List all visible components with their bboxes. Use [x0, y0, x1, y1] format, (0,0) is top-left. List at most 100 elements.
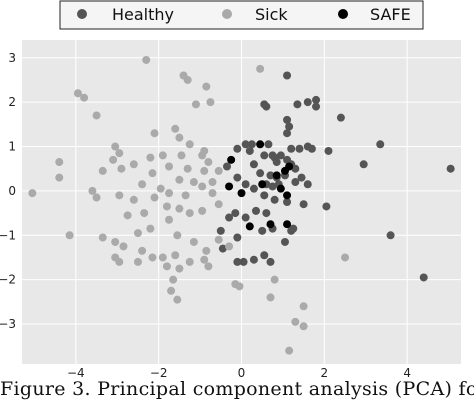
- point-sick: [173, 295, 182, 304]
- point-healthy: [283, 129, 292, 138]
- point-sick: [115, 191, 124, 200]
- point-sick: [146, 224, 155, 233]
- point-healthy: [264, 140, 273, 149]
- point-sick: [133, 257, 142, 266]
- point-sick: [162, 202, 171, 211]
- point-healthy: [260, 191, 269, 200]
- x-tick-label: 0: [238, 366, 246, 378]
- point-sick: [225, 242, 234, 251]
- point-healthy: [312, 102, 321, 111]
- point-healthy: [256, 169, 265, 178]
- point-sick: [119, 242, 128, 251]
- point-healthy: [285, 122, 294, 131]
- point-healthy: [299, 200, 308, 209]
- point-safe: [276, 184, 285, 193]
- legend-label-safe: SAFE: [370, 5, 411, 24]
- point-healthy: [249, 160, 258, 169]
- point-sick: [270, 275, 279, 284]
- point-sick: [156, 184, 165, 193]
- y-tick-label: −3: [0, 317, 16, 331]
- point-healthy: [233, 233, 242, 242]
- point-sick: [175, 204, 184, 213]
- point-safe: [245, 222, 254, 231]
- point-healthy: [336, 113, 345, 122]
- point-healthy: [233, 257, 242, 266]
- point-sick: [138, 180, 147, 189]
- x-tick-label: −4: [67, 366, 85, 378]
- point-healthy: [233, 173, 242, 182]
- point-healthy: [245, 146, 254, 155]
- point-healthy: [307, 144, 316, 153]
- point-healthy: [295, 144, 304, 153]
- point-sick: [162, 262, 171, 271]
- y-tick-label: 3: [8, 51, 16, 65]
- point-sick: [133, 229, 142, 238]
- point-healthy: [223, 162, 232, 171]
- legend-label-healthy: Healthy: [112, 5, 174, 24]
- point-sick: [202, 82, 211, 91]
- point-healthy: [241, 180, 250, 189]
- figure-caption: Figure 3. Principal component analysis (…: [0, 378, 474, 400]
- point-sick: [183, 164, 192, 173]
- y-tick-labels: −3 −2 −1 0 1 2 3: [0, 51, 16, 331]
- legend: Healthy Sick SAFE: [59, 0, 424, 30]
- point-sick: [181, 191, 190, 200]
- legend-box: [59, 0, 424, 30]
- point-sick: [185, 257, 194, 266]
- point-sick: [98, 166, 107, 175]
- point-sick: [185, 140, 194, 149]
- point-sick: [183, 75, 192, 84]
- point-healthy: [218, 244, 227, 253]
- point-sick: [200, 255, 209, 264]
- point-sick: [150, 129, 159, 138]
- y-tick-label: −2: [0, 273, 16, 287]
- point-sick: [214, 235, 223, 244]
- point-sick: [208, 189, 217, 198]
- point-healthy: [231, 209, 240, 218]
- point-sick: [138, 246, 147, 255]
- point-sick: [28, 189, 37, 198]
- y-tick-label: 1: [8, 140, 16, 154]
- legend-marker-safe: [338, 9, 348, 19]
- point-sick: [171, 124, 180, 133]
- point-healthy: [270, 195, 279, 204]
- point-sick: [92, 111, 101, 120]
- point-healthy: [266, 171, 275, 180]
- point-healthy: [303, 180, 312, 189]
- point-sick: [202, 246, 211, 255]
- point-healthy: [291, 164, 300, 173]
- point-sick: [55, 158, 64, 167]
- point-healthy: [283, 71, 292, 80]
- point-healthy: [247, 140, 256, 149]
- point-safe: [225, 182, 234, 191]
- point-sick: [115, 149, 124, 158]
- pca-scatter-chart: −4 −2 0 2 4 −3 −2 −1 0 1 2 3 Healthy Sick SAFE: [0, 0, 461, 378]
- point-sick: [109, 155, 118, 164]
- point-sick: [165, 215, 174, 224]
- point-safe: [266, 220, 275, 229]
- point-healthy: [260, 151, 269, 160]
- point-healthy: [216, 226, 225, 235]
- point-sick: [148, 169, 157, 178]
- point-sick: [140, 209, 149, 218]
- point-safe: [280, 166, 289, 175]
- point-sick: [299, 302, 308, 311]
- legend-label-sick: Sick: [255, 5, 288, 24]
- point-sick: [98, 233, 107, 242]
- point-safe: [237, 189, 246, 198]
- point-sick: [129, 195, 138, 204]
- point-sick: [204, 158, 213, 167]
- point-sick: [341, 253, 350, 262]
- point-sick: [198, 182, 207, 191]
- x-tick-labels: −4 −2 0 2 4: [67, 366, 411, 378]
- point-healthy: [258, 226, 267, 235]
- point-sick: [80, 93, 89, 102]
- y-tick-label: 0: [8, 184, 16, 198]
- point-sick: [175, 175, 184, 184]
- data-points: [28, 55, 455, 355]
- point-sick: [167, 286, 176, 295]
- point-healthy: [262, 102, 271, 111]
- point-healthy: [446, 164, 455, 173]
- point-sick: [256, 64, 265, 73]
- point-safe: [283, 220, 292, 229]
